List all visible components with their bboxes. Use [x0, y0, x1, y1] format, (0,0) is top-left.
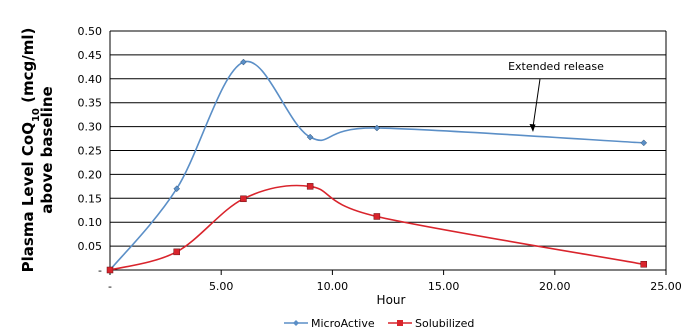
- legend-diamond-marker: [293, 320, 299, 326]
- y-tick-labels: - 0.05 0.10 0.15 0.20 0.25 0.30 0.35 0.40 0.45 0.5…: [78, 25, 103, 277]
- legend-item-solubilized: Solubilized: [388, 317, 474, 330]
- annotation-extended-release: Extended release: [508, 60, 604, 132]
- data-point-microactive: [306, 133, 314, 141]
- data-point-microactive: [240, 58, 247, 66]
- y-tick-label: 0.10: [78, 216, 103, 229]
- y-axis-title: Plasma Level CoQ10 (mcg/ml) above baseli…: [19, 28, 56, 273]
- annotation-text: Extended release: [508, 60, 604, 73]
- y-tick-label: 0.20: [78, 168, 103, 181]
- data-point-microactive: [173, 185, 181, 193]
- series-line-microactive: [109, 60, 644, 271]
- data-point-microactive: [373, 124, 381, 132]
- x-tick-label: 25.00: [650, 280, 682, 293]
- y-tick-label: 0.40: [78, 73, 103, 86]
- y-tick-label: 0.15: [78, 192, 103, 205]
- data-point-solubilized: [240, 195, 247, 203]
- y-tick-label: 0.05: [78, 240, 103, 253]
- y-tick-label: 0.25: [78, 145, 103, 158]
- y-axis-title-subscript: 10: [31, 108, 42, 122]
- legend-square-marker: [397, 320, 403, 326]
- y-axis-title-line2: above baseline: [38, 86, 56, 213]
- annotation-arrow-line: [532, 78, 541, 128]
- y-tick-label: 0.50: [78, 25, 103, 38]
- data-point-microactive: [640, 139, 648, 147]
- x-tick-label: 10.00: [317, 280, 349, 293]
- svg-text:Plasma Level CoQ10 (mcg/ml): Plasma Level CoQ10 (mcg/ml): [19, 28, 42, 273]
- x-tick-label: 15.00: [428, 280, 460, 293]
- y-tick-label: -: [98, 264, 102, 277]
- y-axis-title-unit: (mcg/ml): [19, 28, 37, 108]
- series-layer: [106, 58, 648, 274]
- legend-label-solubilized: Solubilized: [415, 317, 474, 330]
- y-tick-label: 0.45: [78, 49, 103, 62]
- x-tick-label: 20.00: [539, 280, 571, 293]
- x-tick-labels: - 5.00 10.00 15.00 20.00 25.00: [108, 280, 682, 293]
- y-tick-label: 0.30: [78, 121, 103, 134]
- legend-item-microactive: MicroActive: [284, 317, 375, 330]
- x-tick-label: -: [108, 280, 112, 293]
- x-tick-label: 5.00: [209, 280, 234, 293]
- annotation-arrow-head: [529, 124, 536, 132]
- data-point-solubilized: [173, 248, 180, 256]
- grid-lines: [109, 30, 667, 275]
- legend: MicroActive Solubilized: [284, 317, 474, 330]
- x-axis-title: Hour: [377, 293, 406, 307]
- data-point-solubilized: [373, 213, 381, 220]
- data-point-solubilized: [306, 183, 314, 190]
- legend-label-microactive: MicroActive: [311, 317, 375, 330]
- data-point-solubilized: [106, 266, 114, 274]
- y-axis-title-text: Plasma Level CoQ: [19, 122, 37, 272]
- y-tick-label: 0.35: [78, 97, 103, 110]
- data-point-solubilized: [640, 261, 648, 268]
